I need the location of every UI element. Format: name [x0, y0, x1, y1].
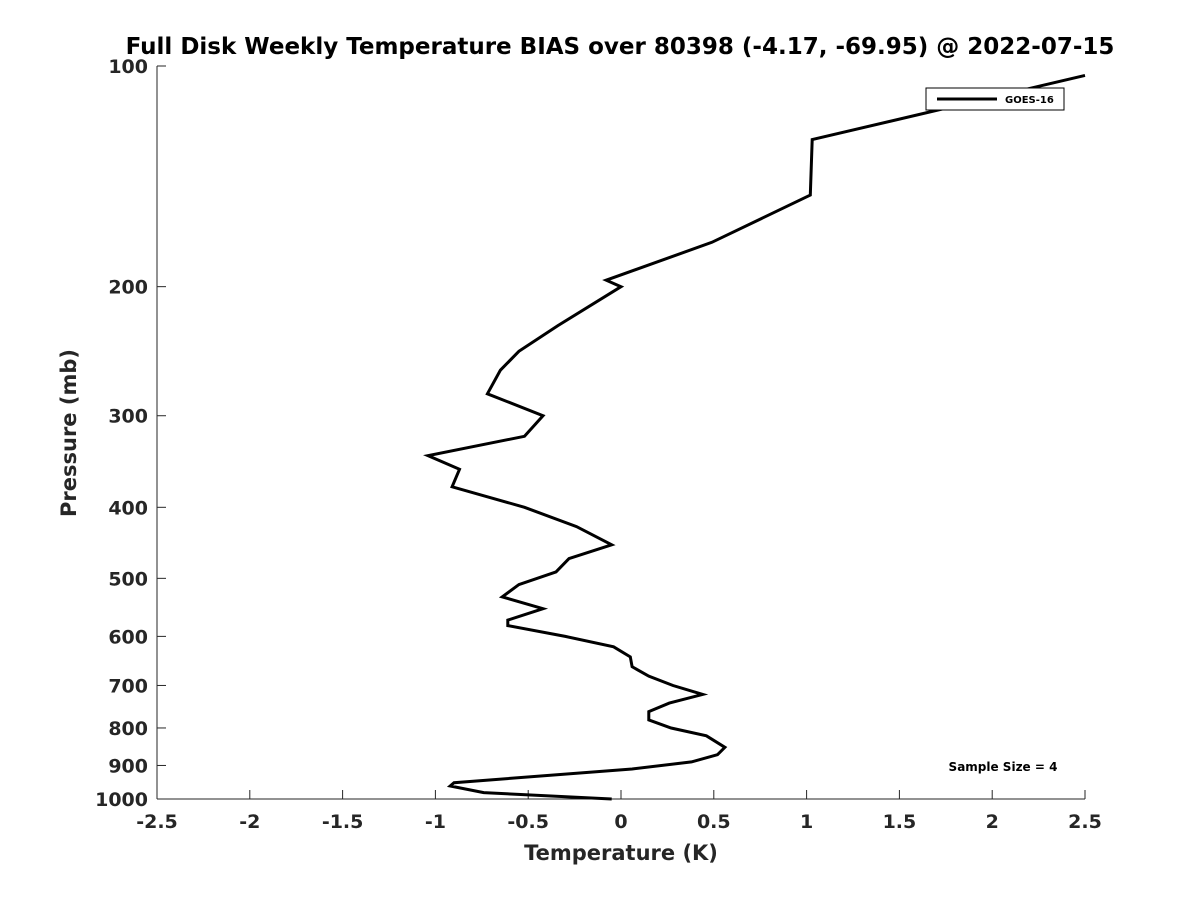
- x-tick-label: 2.5: [1068, 811, 1102, 833]
- y-tick-label: 500: [108, 568, 148, 590]
- x-tick-label: -1: [425, 811, 446, 833]
- y-tick-label: 400: [108, 497, 148, 519]
- y-tick-label: 200: [108, 277, 148, 299]
- x-axis-ticks: -2.5 -2 -1.5 -1 -0.5 0 0.5 1 1.5 2 2.5: [136, 790, 1102, 833]
- x-tick-label: 0: [614, 811, 627, 833]
- y-axis-ticks: 100 200 300 400 500 600 700 800 900 1000: [95, 56, 166, 811]
- series-line-goes-16: [423, 73, 1086, 801]
- x-tick-label: -0.5: [507, 811, 549, 833]
- y-axis-label: Pressure (mb): [57, 349, 81, 517]
- legend-label: GOES-16: [1005, 95, 1054, 106]
- x-tick-label: -2.5: [136, 811, 178, 833]
- x-tick-label: -1.5: [322, 811, 364, 833]
- x-tick-label: 1: [800, 811, 813, 833]
- y-tick-label: 800: [108, 718, 148, 740]
- y-tick-label: 1000: [95, 789, 148, 811]
- x-tick-label: -2: [239, 811, 260, 833]
- x-axis-label: Temperature (K): [524, 841, 718, 865]
- sample-size-annotation: Sample Size = 4: [949, 760, 1058, 774]
- y-tick-label: 600: [108, 626, 148, 648]
- y-tick-label: 100: [108, 56, 148, 78]
- x-tick-label: 1.5: [883, 811, 917, 833]
- x-tick-label: 2: [986, 811, 999, 833]
- x-tick-label: 0.5: [697, 811, 731, 833]
- legend: GOES-16: [925, 87, 1065, 111]
- plot-area: -2.5 -2 -1.5 -1 -0.5 0 0.5 1 1.5 2 2.5 100 200 300 40…: [95, 56, 1102, 833]
- y-tick-label: 700: [108, 675, 148, 697]
- y-tick-label: 300: [108, 406, 148, 428]
- chart-title: Full Disk Weekly Temperature BIAS over 8…: [126, 34, 1115, 60]
- y-tick-label: 900: [108, 755, 148, 777]
